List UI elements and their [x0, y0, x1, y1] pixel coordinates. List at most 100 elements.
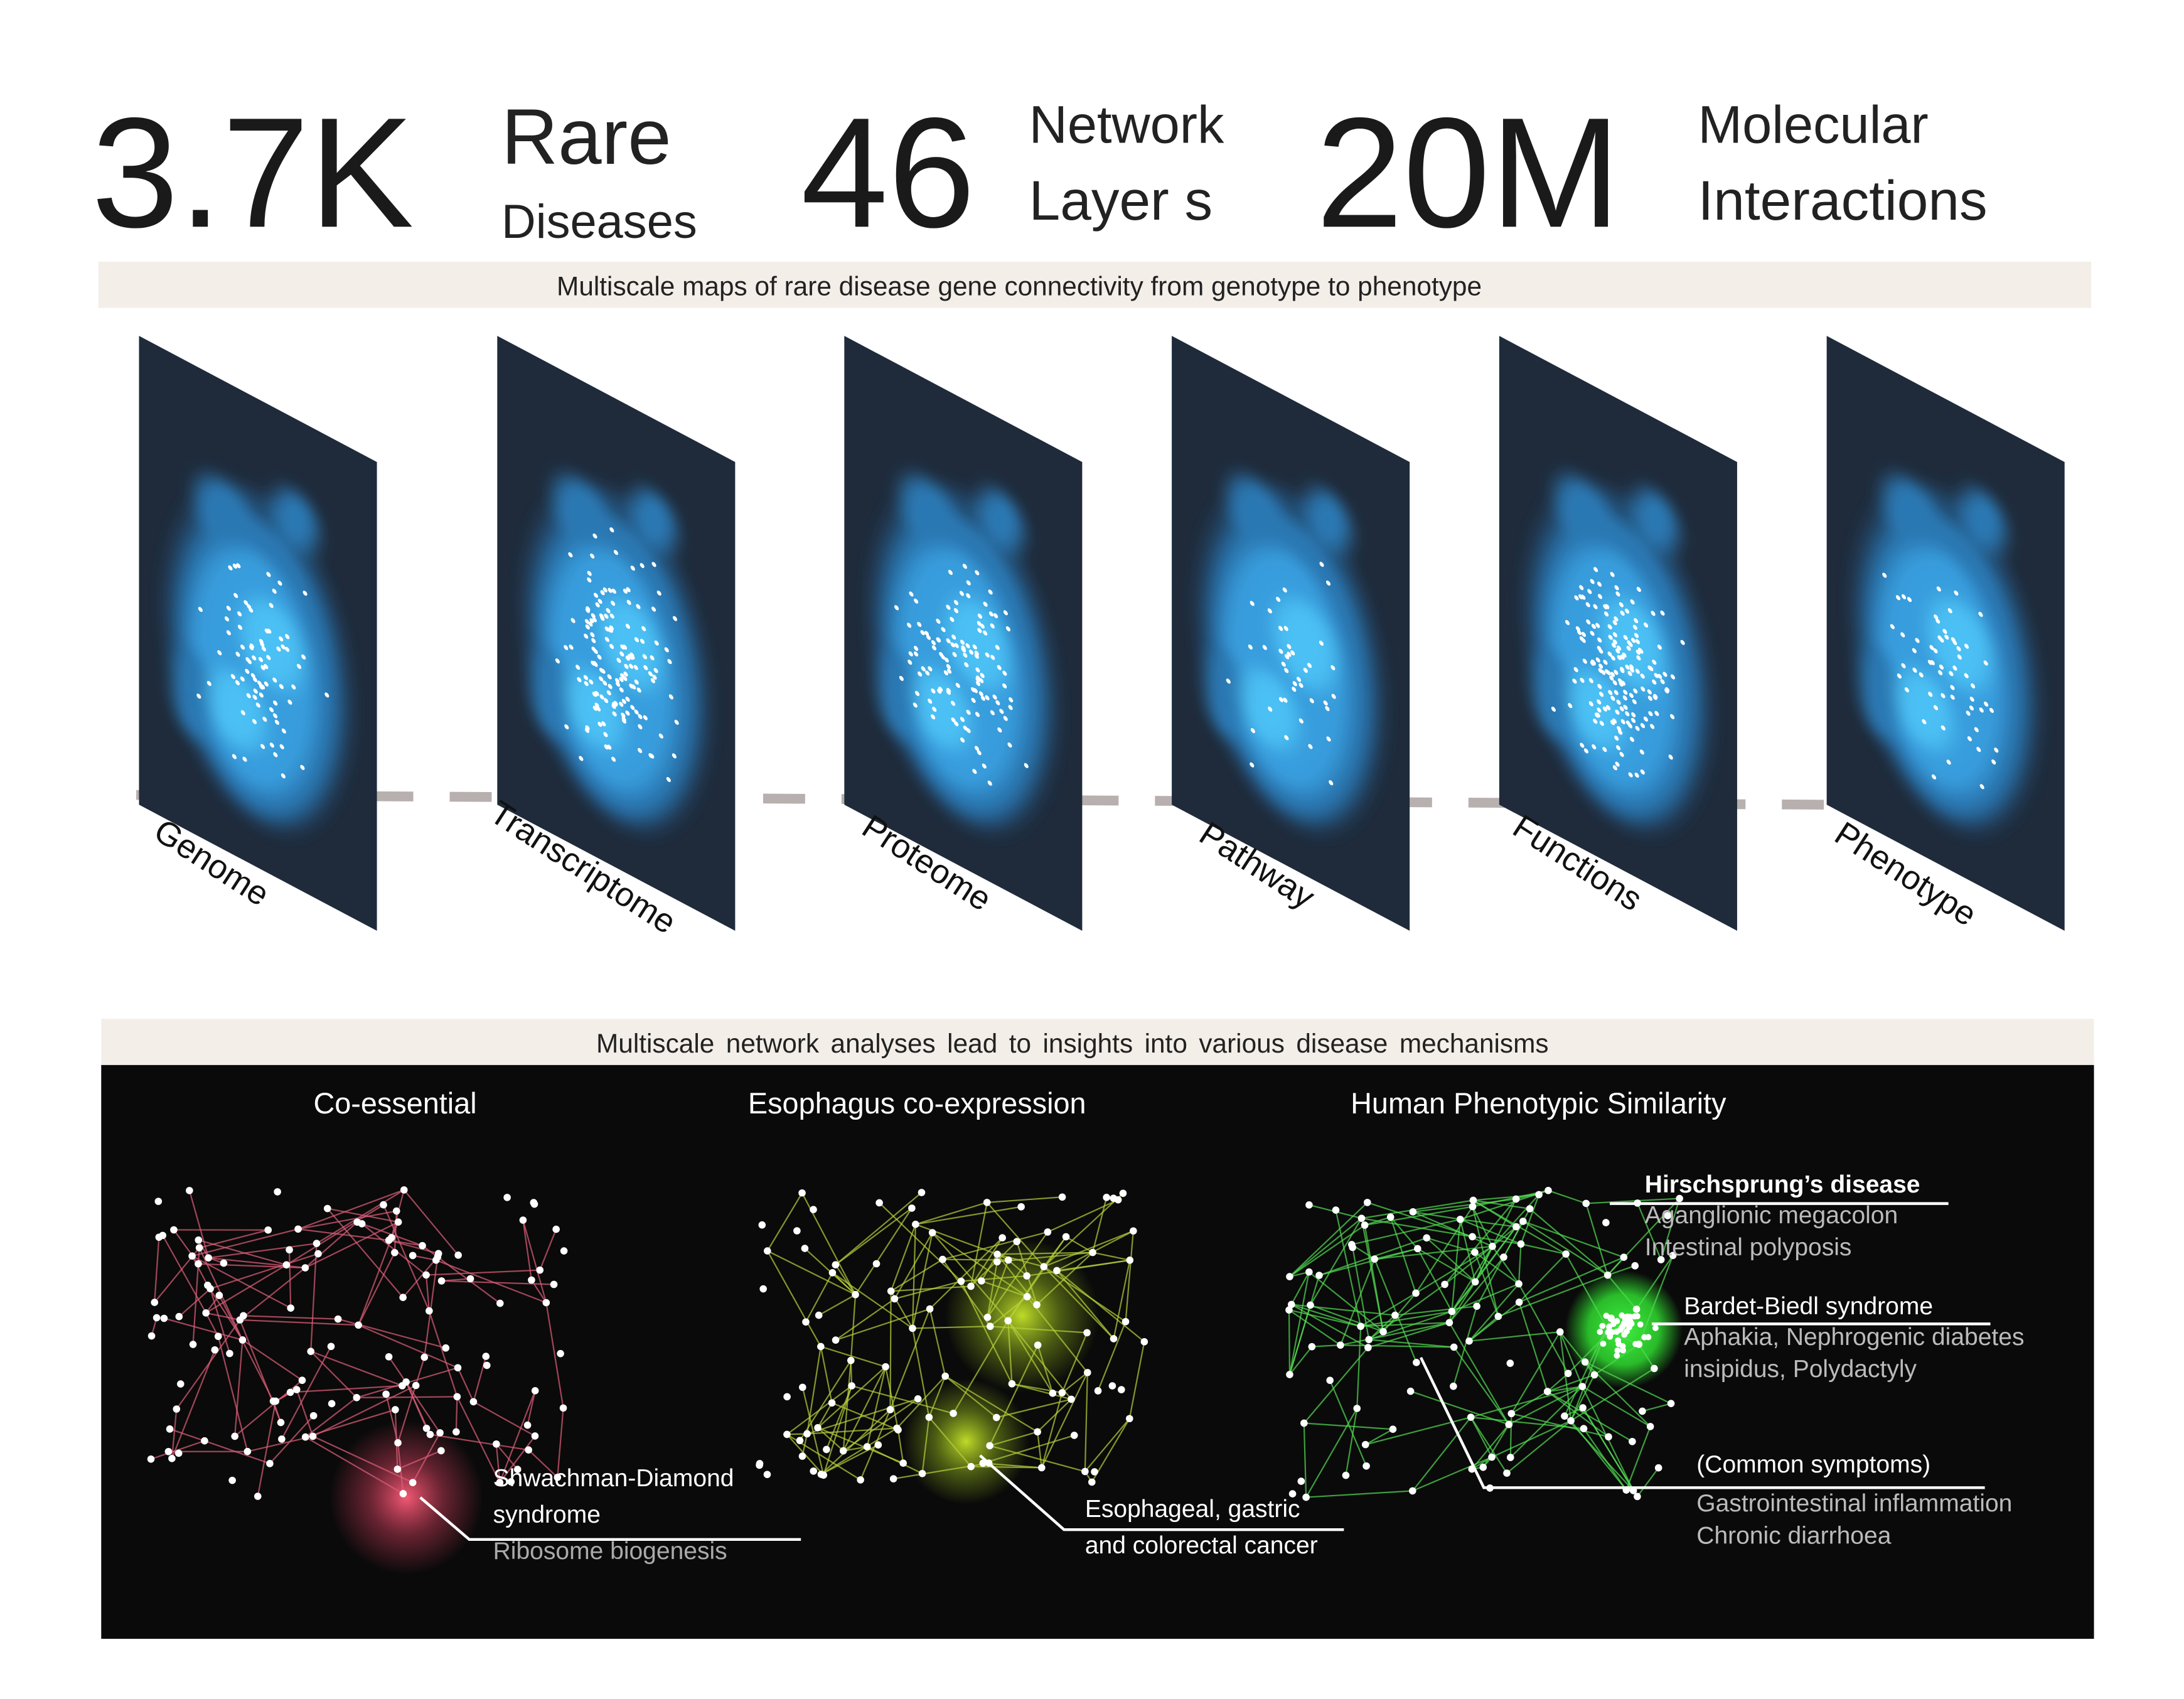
gene-dot	[966, 593, 971, 599]
network-node	[1412, 1289, 1420, 1297]
network-node	[1361, 1440, 1369, 1449]
gene-dot	[1283, 626, 1288, 631]
network-edge	[1509, 1413, 1512, 1458]
network-edge	[191, 1255, 208, 1286]
network-edge	[393, 1211, 397, 1253]
network-edge	[243, 1315, 338, 1320]
gene-dot	[264, 664, 269, 670]
network-edge	[1642, 1403, 1671, 1412]
network-node	[1473, 1302, 1480, 1310]
network-node	[1058, 1389, 1066, 1396]
layer-map	[844, 336, 1083, 931]
network-edge	[1570, 1420, 1627, 1491]
gene-dot	[611, 601, 616, 606]
gene-dot	[1595, 657, 1600, 663]
network-edge	[1288, 1305, 1312, 1375]
gene-dot	[614, 678, 620, 683]
network-node	[307, 1348, 315, 1355]
gene-dot	[634, 637, 639, 643]
network-node	[264, 1226, 272, 1234]
gene-dot	[950, 616, 955, 622]
gene-dot	[1635, 639, 1640, 645]
gene-dot	[252, 719, 257, 724]
gene-dot	[597, 721, 602, 727]
network-node	[1391, 1311, 1399, 1319]
network-edge	[1007, 1320, 1054, 1394]
network-edge	[1470, 1417, 1507, 1474]
network-node	[400, 1186, 408, 1194]
network-node	[1285, 1306, 1293, 1314]
gene-dot	[626, 587, 631, 592]
network-edge	[473, 1401, 536, 1437]
network-node	[1017, 1203, 1025, 1211]
gene-dot	[636, 687, 641, 693]
gene-dot	[1292, 681, 1297, 687]
network-node	[426, 1307, 433, 1315]
network-edge	[358, 1237, 392, 1326]
network-node	[817, 1471, 825, 1478]
gene-dot	[1606, 705, 1611, 710]
network-node	[313, 1240, 321, 1247]
network-node	[314, 1250, 322, 1258]
gene-dot	[1639, 749, 1644, 755]
gene-dot	[975, 680, 981, 687]
network-node	[1414, 1245, 1421, 1253]
network-edge	[932, 1232, 1028, 1297]
gene-dot	[939, 651, 944, 657]
gene-dot	[643, 665, 648, 670]
network-node	[1140, 1337, 1148, 1346]
annotation: (Common symptoms)	[1696, 1451, 1930, 1478]
network-edge	[1352, 1247, 1370, 1340]
network-edge	[1585, 1361, 1672, 1405]
network-edge	[850, 1294, 857, 1361]
stat-label: Rare	[501, 94, 672, 181]
gene-dot	[616, 682, 621, 687]
network-node	[1605, 1433, 1612, 1441]
gene-dot	[621, 699, 626, 704]
network-edge	[1474, 1226, 1517, 1283]
network-node	[496, 1299, 504, 1307]
gene-dot	[1640, 769, 1645, 775]
gene-dot	[1615, 745, 1621, 751]
network-node	[328, 1400, 336, 1408]
network-edge	[1506, 1420, 1571, 1474]
cluster-node	[1619, 1324, 1625, 1331]
cluster-glow	[329, 1420, 484, 1575]
network-edge	[1303, 1347, 1369, 1424]
gene-dot	[602, 587, 608, 592]
gene-dot	[1268, 706, 1273, 712]
network-edge	[1092, 1251, 1130, 1261]
gene-dot	[917, 621, 922, 627]
network-edge	[1459, 1219, 1476, 1282]
layer-density	[1526, 476, 1711, 830]
gene-dot	[1619, 681, 1624, 687]
network-node	[559, 1404, 567, 1412]
gene-dot	[1653, 694, 1658, 699]
gene-dot	[1610, 655, 1615, 661]
gene-dot	[1629, 736, 1634, 742]
cluster-node	[1652, 1325, 1659, 1331]
gene-dot	[642, 654, 647, 660]
gene-dot	[601, 721, 606, 727]
network-node	[1634, 1493, 1641, 1501]
gene-dot	[1979, 784, 1984, 790]
network-edge	[1367, 1201, 1473, 1238]
network-node	[1578, 1383, 1587, 1390]
network-node	[1579, 1404, 1587, 1412]
stat-label: Molecular	[1698, 94, 1929, 154]
gene-dot	[960, 717, 965, 722]
network-node	[236, 1316, 244, 1324]
network-node	[226, 1349, 233, 1358]
gene-dot	[602, 680, 608, 686]
network-node	[891, 1295, 899, 1303]
gene-dot	[613, 550, 619, 555]
gene-dot	[963, 652, 968, 658]
gene-dot	[1551, 706, 1556, 712]
cluster-node	[1606, 1324, 1612, 1330]
gene-dot	[985, 652, 990, 658]
gene-dot	[232, 754, 237, 759]
gene-dot	[650, 753, 655, 759]
network-edge	[1448, 1322, 1510, 1425]
network-edge	[1360, 1310, 1452, 1327]
network-edge	[539, 1229, 557, 1271]
